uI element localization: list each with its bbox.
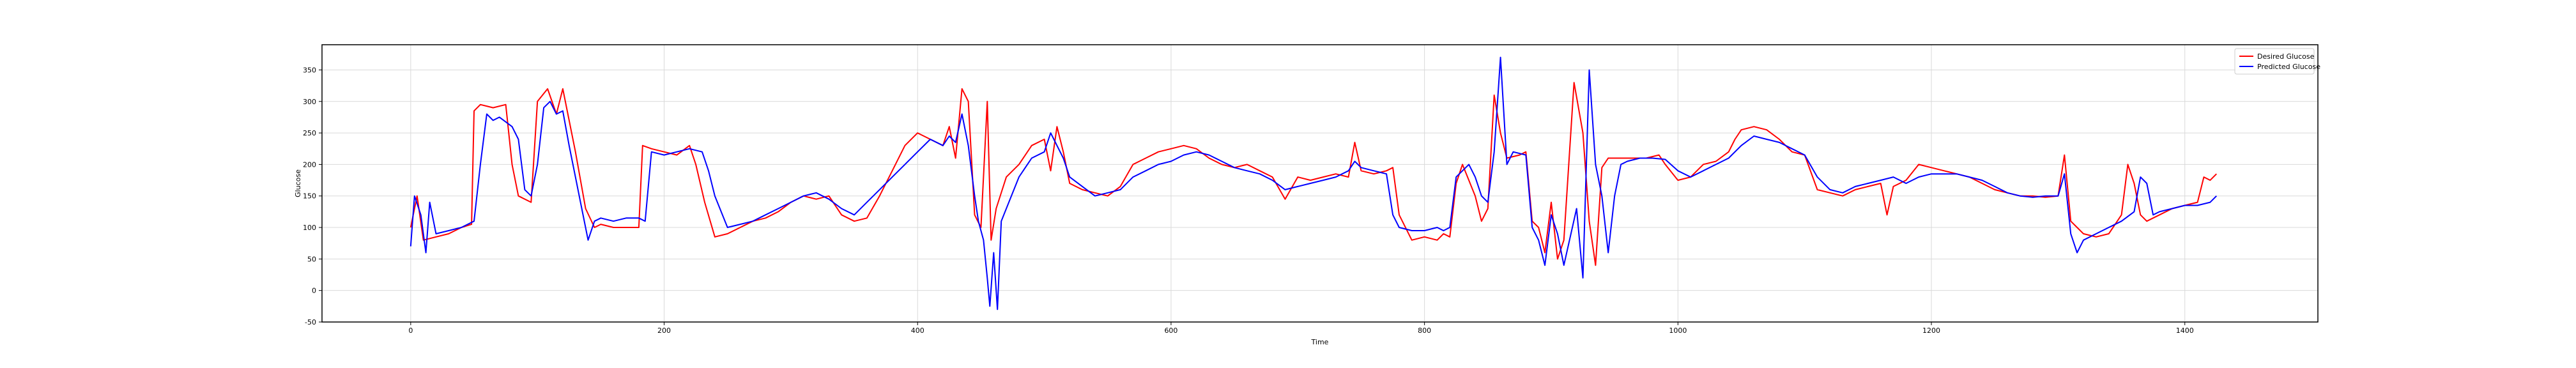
y-axis-ticks: -50 0 50 100 150 200 250 300 350 <box>303 66 322 326</box>
x-tick-label: 0 <box>408 326 413 335</box>
x-tick-label: 600 <box>1164 326 1177 335</box>
x-axis-ticks: 0 200 400 600 800 1000 1200 1400 <box>408 322 2194 335</box>
grid <box>322 45 2318 323</box>
y-tick-label: 200 <box>303 160 316 169</box>
x-axis-label: Time <box>1311 338 1329 346</box>
x-tick-label: 800 <box>1418 326 1431 335</box>
y-tick-label: 100 <box>303 224 316 232</box>
y-tick-label: 250 <box>303 129 316 137</box>
x-tick-label: 400 <box>911 326 924 335</box>
y-tick-label: 150 <box>303 192 316 201</box>
x-tick-label: 1000 <box>1669 326 1687 335</box>
series-line-1 <box>410 56 2218 310</box>
y-tick-label: 350 <box>303 66 316 74</box>
y-tick-label: 50 <box>307 255 316 263</box>
legend-label-desired: Desired Glucose <box>2257 52 2315 61</box>
x-tick-label: 1200 <box>1922 326 1940 335</box>
legend: Desired Glucose Predicted Glucose <box>2234 48 2320 75</box>
x-tick-label: 1400 <box>2176 326 2194 335</box>
y-tick-label: 300 <box>303 98 316 106</box>
legend-box <box>2234 48 2315 75</box>
y-tick-label: -50 <box>305 318 316 326</box>
series-lines <box>410 56 2218 310</box>
y-tick-label: 0 <box>312 287 316 295</box>
series-line-0 <box>410 82 2218 266</box>
x-tick-label: 200 <box>657 326 671 335</box>
y-axis-label: Glucose <box>294 169 302 197</box>
plot-frame <box>321 44 2319 323</box>
legend-label-predicted: Predicted Glucose <box>2257 63 2320 71</box>
